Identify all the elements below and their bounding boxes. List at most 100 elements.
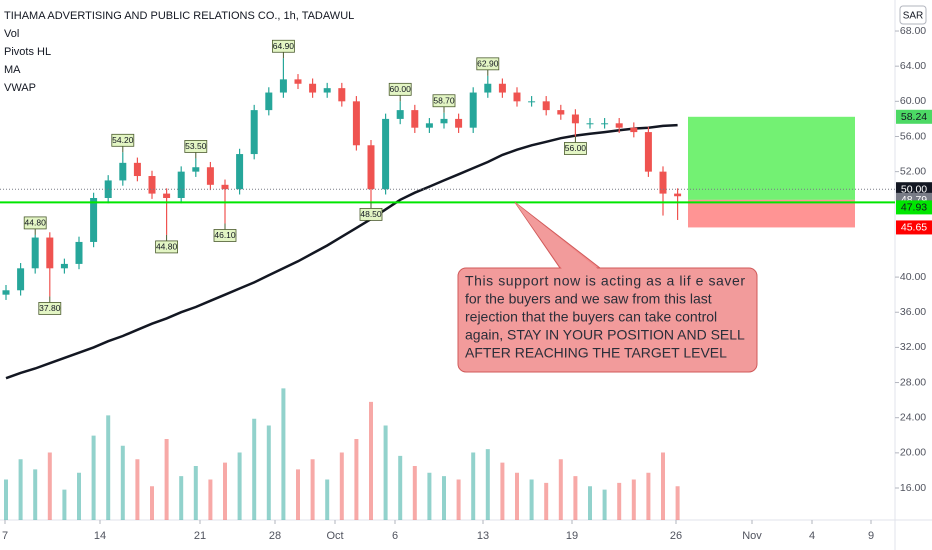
volume-bar <box>339 452 344 520</box>
volume-bar <box>573 476 578 520</box>
x-tick-label: 21 <box>194 530 206 542</box>
callout-text: for the buyers and we saw from this last <box>465 291 712 307</box>
candle-body <box>352 101 360 146</box>
y-tick-label: 56.00 <box>900 130 926 142</box>
x-tick-label: 19 <box>566 530 578 542</box>
volume-bar <box>91 435 96 520</box>
volume-bar <box>135 459 140 520</box>
candle-body <box>2 290 10 295</box>
volume-bar <box>325 479 330 520</box>
candle-body <box>528 101 536 103</box>
pivot-box <box>213 229 237 242</box>
y-tick-label: 68.00 <box>900 25 926 37</box>
candle-body <box>250 110 258 155</box>
candle-body <box>309 83 317 93</box>
pivot-label: 62.90 <box>477 59 499 69</box>
candle-body <box>323 88 331 93</box>
price-label-box <box>896 200 932 215</box>
x-tick-label: 28 <box>269 530 281 542</box>
candle-body <box>382 118 390 190</box>
candle-body <box>279 79 287 93</box>
pivot-label: 56.00 <box>565 143 587 153</box>
candle-body <box>177 171 185 198</box>
y-tick-label: 60.00 <box>900 95 926 107</box>
volume-bar <box>4 479 8 520</box>
volume-bar <box>602 489 607 520</box>
candle-body <box>484 83 492 93</box>
candle-body <box>119 162 127 181</box>
indicator: Pivots HL <box>4 46 51 58</box>
volume-bar <box>354 439 359 520</box>
volume-bar <box>588 486 592 520</box>
pivot-box <box>564 142 587 155</box>
candle-body <box>163 193 171 198</box>
candle-body <box>396 110 404 119</box>
candle-body <box>60 263 68 269</box>
price-label-box <box>896 220 932 235</box>
candle-body <box>674 193 682 197</box>
pivot-box <box>271 39 295 53</box>
callout-text: This support now is acting as a lif e sa… <box>465 273 745 289</box>
candle-body <box>17 268 25 291</box>
pivot-label: 64.90 <box>273 41 295 51</box>
pivot-box <box>432 94 456 108</box>
candle-body <box>601 123 609 125</box>
price-label-box <box>896 182 932 197</box>
indicator: VWAP <box>4 82 36 94</box>
volume-bar <box>223 462 227 520</box>
y-tick-label: 24.00 <box>900 411 926 423</box>
x-tick-label: 4 <box>809 530 815 542</box>
pivot-label: 46.10 <box>214 230 236 240</box>
volume-bar <box>631 479 636 520</box>
x-tick-label: 7 <box>2 530 8 542</box>
candle-body <box>75 241 83 264</box>
candle-body <box>586 123 594 125</box>
candle-body <box>644 132 652 172</box>
candle-body <box>294 79 302 84</box>
pivot-label: 37.80 <box>39 303 61 313</box>
volume-bar <box>208 479 213 520</box>
candle-body <box>513 92 521 102</box>
pivot-label: 58.70 <box>433 96 455 106</box>
plot <box>2 58 855 520</box>
candle-body <box>455 118 463 128</box>
candle-body <box>221 184 229 190</box>
x-tick-label: 13 <box>477 530 489 542</box>
price-label: 58.24 <box>901 111 927 123</box>
currency-box[interactable] <box>899 5 927 25</box>
candle-body <box>90 197 98 242</box>
volume-bar <box>281 388 286 520</box>
volume-bar <box>310 459 315 520</box>
y-tick-label: 32.00 <box>900 341 926 353</box>
pivot-box <box>111 133 135 147</box>
volume-bar <box>383 425 388 520</box>
volume-bar <box>558 459 563 520</box>
pivot-box <box>184 140 208 153</box>
volume-bar <box>106 415 111 520</box>
volume-bar <box>442 476 446 520</box>
candle-body <box>425 123 433 128</box>
chart-title: TIHAMA ADVERTISING AND PUBLIC RELATIONS … <box>4 10 354 22</box>
pivot-box <box>359 207 383 221</box>
candle-body <box>557 110 565 115</box>
overlay: 44.80 37.80 54.20 44.80 53.50 46.10 64.90 48.50… <box>0 39 895 373</box>
pivot-box <box>388 82 412 96</box>
x-tick-label: Oct <box>326 530 343 542</box>
candle-body <box>133 162 141 177</box>
volume-bar <box>675 486 680 520</box>
volume-bar <box>617 482 622 520</box>
target-zone <box>688 116 855 200</box>
pivot-label: 44.80 <box>25 218 47 228</box>
volume-bar <box>179 476 184 520</box>
pivot-label: 48.50 <box>360 209 382 219</box>
volume-bar <box>164 439 169 520</box>
pivot-label: 54.20 <box>112 135 134 145</box>
volume-bar <box>62 489 67 520</box>
volume-bar <box>150 486 154 520</box>
volume-bar <box>237 452 242 520</box>
pivot-box <box>23 216 47 230</box>
price-label: 45.65 <box>901 222 927 234</box>
candle-body <box>46 237 54 269</box>
volume-bar <box>485 449 490 520</box>
